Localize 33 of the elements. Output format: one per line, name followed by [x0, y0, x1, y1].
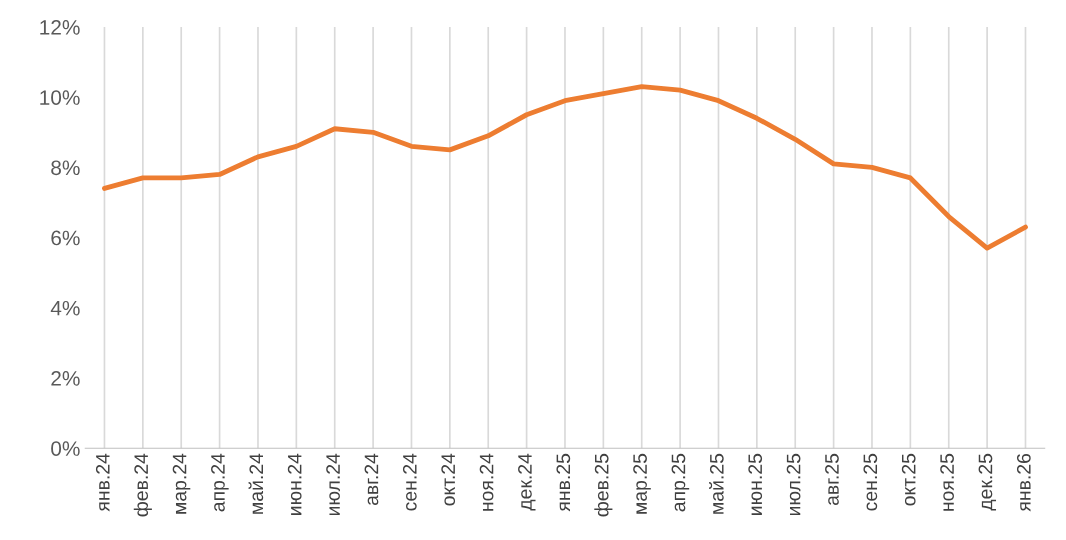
x-tick-label: июн.25: [748, 453, 763, 515]
x-tick-label: апр.24: [211, 453, 229, 512]
x-tick-label: сен.25: [863, 453, 878, 511]
y-tick-label: 2%: [51, 371, 80, 386]
x-tick-label: авг.25: [825, 453, 839, 506]
x-tick-label: сен.24: [402, 453, 417, 511]
x-tick-label: мар.25: [633, 453, 651, 514]
x-tick-label: дек.24: [518, 453, 536, 511]
x-tick-label: дек.25: [978, 453, 997, 511]
x-tick-label: окт.25: [901, 453, 916, 506]
line-series: [102, 84, 1028, 251]
x-tick-label: ноя.24: [479, 453, 494, 511]
x-tick-label: янв.25: [556, 453, 571, 512]
x-tick-label: июн.24: [287, 453, 302, 515]
y-tick-label: 4%: [50, 300, 80, 316]
x-tick-label: авг.24: [364, 453, 379, 506]
x-tick-label: фев.24: [133, 453, 152, 517]
y-tick-label: 8%: [51, 160, 80, 176]
x-tick-label: май.25: [709, 453, 724, 514]
y-tick-label: 10%: [40, 90, 80, 105]
x-tick-label: окт.24: [441, 453, 456, 506]
x-tick-label: фев.25: [594, 453, 613, 517]
y-tick-label: 12%: [40, 20, 80, 35]
x-tick-label: апр.25: [671, 453, 690, 512]
x-tick-label: янв.26: [1016, 453, 1031, 512]
x-tick-label: ноя.25: [940, 453, 954, 511]
x-tick-label: мар.24: [172, 453, 191, 514]
y-tick-label: 6%: [51, 230, 80, 246]
y-tick-label: 0%: [51, 441, 80, 456]
x-tick-label: июл.25: [786, 453, 801, 516]
x-tick-label: июл.24: [326, 453, 340, 516]
x-tick-label: май.24: [248, 453, 264, 514]
x-tick-label: янв.24: [95, 453, 110, 512]
